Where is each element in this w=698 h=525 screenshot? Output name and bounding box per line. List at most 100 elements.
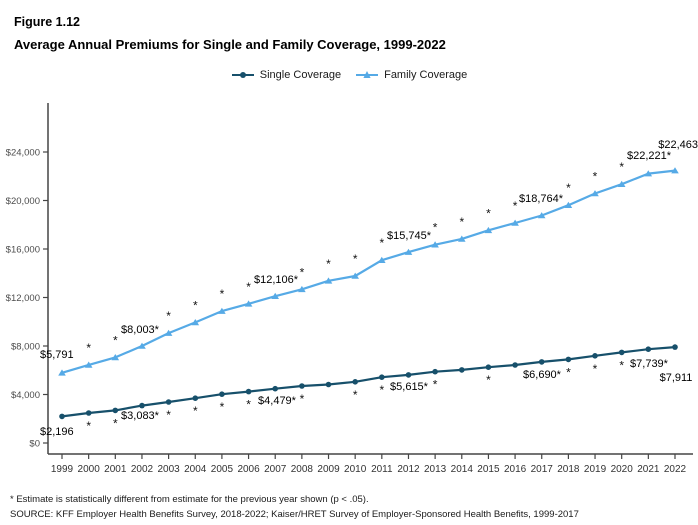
single-data-point [645, 346, 652, 353]
single-significance-asterisk: * [220, 400, 225, 414]
single-data-point [325, 381, 332, 388]
single-value-label: $3,083* [121, 410, 160, 422]
family-significance-asterisk: * [326, 257, 331, 271]
single-data-point [459, 367, 465, 373]
single-data-point [272, 385, 279, 392]
x-tick-label: 2012 [397, 464, 420, 475]
single-value-label: $2,196 [40, 426, 74, 438]
single-data-point [672, 344, 678, 350]
single-significance-asterisk: * [300, 392, 305, 406]
family-value-label: $8,003* [121, 324, 160, 336]
family-significance-asterisk: * [513, 199, 518, 213]
family-data-point [671, 167, 679, 174]
single-data-point [192, 395, 199, 402]
single-value-label: $5,615* [390, 381, 429, 393]
single-significance-asterisk: * [486, 373, 491, 387]
single-significance-asterisk: * [166, 408, 171, 422]
family-data-point [537, 212, 546, 219]
single-significance-asterisk: * [379, 383, 384, 397]
single-data-point [219, 391, 225, 398]
x-tick-label: 2019 [584, 464, 607, 475]
single-series-marker-icon [231, 72, 254, 78]
single-data-point [379, 374, 385, 381]
single-data-point [618, 349, 625, 356]
family-data-point [324, 277, 333, 284]
single-coverage-line [61, 346, 676, 418]
single-data-point [112, 407, 119, 414]
single-data-point [165, 399, 172, 405]
family-significance-asterisk: * [246, 280, 251, 294]
family-data-point [84, 361, 93, 368]
family-data-point [644, 170, 653, 177]
single-significance-asterisk: * [353, 388, 358, 402]
x-tick-label: 2000 [78, 464, 101, 475]
x-tick-label: 2006 [237, 464, 260, 475]
x-tick-label: 1999 [51, 464, 74, 475]
family-value-label: $12,106* [254, 274, 299, 286]
single-data-point [432, 368, 438, 375]
single-data-point [485, 364, 492, 371]
y-tick-label: $12,000 [6, 293, 40, 304]
estimate-footnote: * Estimate is statistically different fr… [10, 494, 369, 505]
family-data-point [218, 307, 226, 314]
legend-label-single: Single Coverage [259, 69, 342, 81]
family-significance-asterisk: * [486, 206, 491, 220]
x-tick-label: 2018 [557, 464, 580, 475]
family-value-label: $15,745* [387, 230, 432, 242]
single-data-point [565, 356, 572, 363]
family-data-point [111, 354, 120, 361]
family-significance-asterisk: * [300, 265, 305, 279]
family-data-point [431, 241, 439, 248]
family-series-marker-icon [356, 71, 379, 78]
family-data-point [564, 201, 573, 208]
x-tick-label: 2001 [104, 464, 127, 475]
x-tick-label: 2002 [131, 464, 154, 475]
single-data-point [512, 362, 518, 368]
family-data-point [591, 190, 599, 197]
y-tick-label: $8,000 [11, 342, 40, 353]
family-data-point [484, 226, 493, 234]
family-significance-asterisk: * [193, 298, 198, 312]
x-tick-label: 2009 [317, 464, 340, 475]
single-data-point [59, 413, 65, 420]
family-value-label: $5,791 [40, 349, 74, 361]
x-tick-label: 2007 [264, 464, 287, 475]
source-footnote: SOURCE: KFF Employer Health Benefits Sur… [10, 509, 579, 520]
single-value-label: $4,479* [258, 395, 297, 407]
single-value-label: $7,739* [630, 358, 669, 370]
x-tick-label: 2020 [611, 464, 634, 475]
single-value-label: $6,690* [523, 369, 562, 381]
single-data-point [538, 359, 545, 365]
family-data-point [164, 329, 173, 336]
family-significance-asterisk: * [113, 333, 118, 347]
single-significance-asterisk: * [593, 362, 598, 376]
single-data-point [592, 353, 598, 359]
family-value-label: $22,463 [658, 139, 698, 151]
legend-item-single: Single Coverage [231, 69, 341, 81]
x-tick-label: 2022 [664, 464, 687, 475]
family-data-point [298, 285, 306, 293]
single-data-point [85, 410, 92, 416]
x-tick-label: 2017 [531, 464, 554, 475]
legend-label-family: Family Coverage [384, 69, 468, 81]
y-tick-label: $0 [29, 439, 40, 450]
family-data-point [244, 300, 253, 307]
x-tick-label: 2004 [184, 464, 207, 475]
family-data-point [511, 219, 519, 226]
family-significance-asterisk: * [166, 309, 171, 323]
x-tick-label: 2010 [344, 464, 367, 475]
x-tick-label: 2016 [504, 464, 527, 475]
legend-item-family: Family Coverage [355, 69, 467, 81]
family-significance-asterisk: * [593, 170, 598, 184]
x-tick-label: 2015 [477, 464, 500, 475]
y-tick-label: $4,000 [11, 390, 40, 401]
single-data-point [245, 388, 252, 395]
single-significance-asterisk: * [433, 378, 438, 392]
family-data-point [271, 292, 279, 299]
family-coverage-line [61, 169, 676, 374]
family-significance-asterisk: * [220, 287, 225, 301]
family-data-point [138, 342, 146, 349]
y-tick-label: $24,000 [6, 148, 40, 159]
